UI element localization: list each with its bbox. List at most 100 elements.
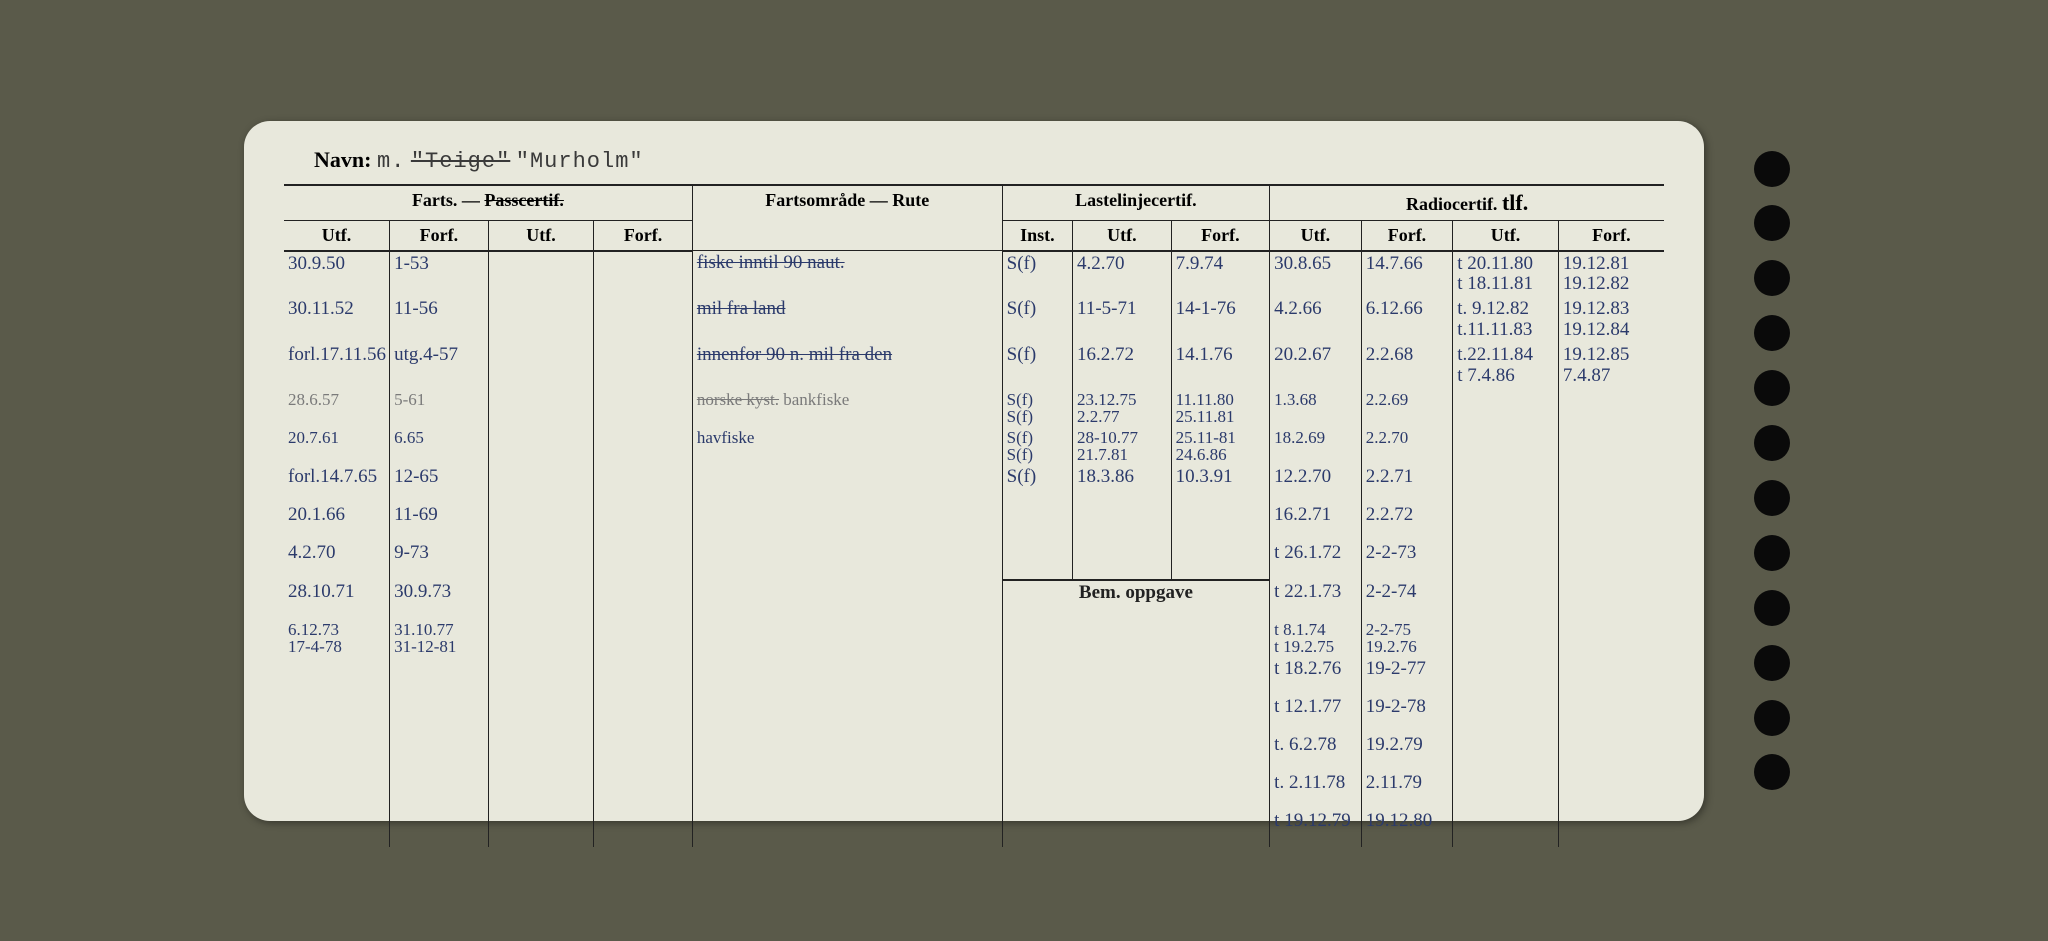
pass-forf	[594, 503, 693, 541]
farts-utf: forl.17.11.56	[284, 343, 390, 389]
radio-utf: 4.2.66	[1270, 297, 1362, 343]
radio-forf: 2.2.72	[1361, 503, 1453, 541]
radio-utf: 18.2.69	[1270, 427, 1362, 465]
radio2-utf	[1453, 427, 1559, 465]
radio2-utf	[1453, 503, 1559, 541]
rute-cell: mil fra land	[692, 297, 1002, 343]
farts-utf: 28.10.71	[284, 580, 390, 619]
radio-forf: 19-2-77	[1361, 657, 1453, 695]
pass-forf	[594, 733, 693, 771]
radio2-utf	[1453, 389, 1559, 427]
farts-forf: 12-65	[390, 465, 489, 503]
pass-forf	[594, 389, 693, 427]
farts-utf: 20.7.61	[284, 427, 390, 465]
radio2-forf	[1558, 389, 1664, 427]
radio2-forf	[1558, 427, 1664, 465]
radio2-forf	[1558, 809, 1664, 847]
laste-forf: 14.1.76	[1171, 343, 1270, 389]
radio-utf: 16.2.71	[1270, 503, 1362, 541]
radio-forf: 2.2.68	[1361, 343, 1453, 389]
radio2-forf: 19.12.8319.12.84	[1558, 297, 1664, 343]
laste-utf: 18.3.86	[1073, 465, 1172, 503]
col-lastelinje: Lastelinjecertif.	[1002, 186, 1270, 221]
table-row: 30.11.5211-56mil fra landS(f)11-5-7114-1…	[284, 297, 1664, 343]
col-utf: Utf.	[1073, 220, 1172, 251]
name-prefix: m.	[377, 149, 405, 174]
pass-utf	[488, 657, 594, 695]
farts-utf: forl.14.7.65	[284, 465, 390, 503]
radio2-utf: t.22.11.84t 7.4.86	[1453, 343, 1559, 389]
farts-utf: 6.12.7317-4-78	[284, 619, 390, 657]
inst: S(f)	[1002, 251, 1072, 298]
laste-forf	[1171, 541, 1270, 580]
table-row: 20.1.6611-6916.2.712.2.72	[284, 503, 1664, 541]
laste-forf: 25.11-8124.6.86	[1171, 427, 1270, 465]
pass-utf	[488, 427, 594, 465]
bem-label: Bem. oppgave	[1002, 580, 1270, 619]
pass-forf	[594, 465, 693, 503]
farts-utf	[284, 771, 390, 809]
rute-cell	[692, 771, 1002, 809]
pass-utf	[488, 695, 594, 733]
rute-cell	[692, 503, 1002, 541]
radio-utf: t 8.1.74t 19.2.75	[1270, 619, 1362, 657]
inst: S(f)S(f)	[1002, 427, 1072, 465]
col-utf: Utf.	[1453, 220, 1559, 251]
radio-utf: 12.2.70	[1270, 465, 1362, 503]
radio2-forf	[1558, 657, 1664, 695]
pass-utf	[488, 809, 594, 847]
pass-utf	[488, 733, 594, 771]
col-inst: Inst.	[1002, 220, 1072, 251]
radio-utf: t 22.1.73	[1270, 580, 1362, 619]
pass-utf	[488, 771, 594, 809]
bem-area	[1002, 657, 1270, 695]
radio-forf: 2.2.70	[1361, 427, 1453, 465]
laste-utf: 23.12.752.2.77	[1073, 389, 1172, 427]
radio-utf: t. 6.2.78	[1270, 733, 1362, 771]
laste-utf	[1073, 541, 1172, 580]
laste-forf: 7.9.74	[1171, 251, 1270, 298]
radio2-utf	[1453, 541, 1559, 580]
pass-forf	[594, 297, 693, 343]
laste-forf: 11.11.8025.11.81	[1171, 389, 1270, 427]
table-row: forl.14.7.6512-65S(f)18.3.8610.3.9112.2.…	[284, 465, 1664, 503]
bem-area	[1002, 771, 1270, 809]
farts-forf: 9-73	[390, 541, 489, 580]
pass-utf	[488, 580, 594, 619]
radio-forf: 19.2.79	[1361, 733, 1453, 771]
laste-forf: 14-1-76	[1171, 297, 1270, 343]
table-row: 30.9.501-53fiske inntil 90 naut.S(f)4.2.…	[284, 251, 1664, 298]
pass-forf	[594, 580, 693, 619]
radio2-forf	[1558, 465, 1664, 503]
col-utf: Utf.	[488, 220, 594, 251]
farts-forf	[390, 733, 489, 771]
radio2-utf	[1453, 771, 1559, 809]
registry-card: Navn: m. "Teige" "Murholm" Farts. — Pass…	[244, 121, 1704, 821]
pass-utf	[488, 619, 594, 657]
laste-utf	[1073, 503, 1172, 541]
table-row: 28.10.7130.9.73Bem. oppgavet 22.1.732-2-…	[284, 580, 1664, 619]
inst: S(f)	[1002, 297, 1072, 343]
pass-forf	[594, 809, 693, 847]
radio2-forf: 19.12.8119.12.82	[1558, 251, 1664, 298]
farts-forf: 11-69	[390, 503, 489, 541]
farts-utf: 30.9.50	[284, 251, 390, 298]
farts-forf: 31.10.7731-12-81	[390, 619, 489, 657]
col-forf: Forf.	[390, 220, 489, 251]
pass-utf	[488, 465, 594, 503]
pass-utf	[488, 541, 594, 580]
radio-utf: t. 2.11.78	[1270, 771, 1362, 809]
pass-forf	[594, 541, 693, 580]
pass-forf	[594, 771, 693, 809]
name-label: Navn:	[314, 147, 371, 172]
name-current: "Murholm"	[516, 149, 644, 174]
laste-forf: 10.3.91	[1171, 465, 1270, 503]
radio2-forf	[1558, 541, 1664, 580]
rute-cell	[692, 695, 1002, 733]
laste-utf: 11-5-71	[1073, 297, 1172, 343]
radio-utf: 20.2.67	[1270, 343, 1362, 389]
inst: S(f)S(f)	[1002, 389, 1072, 427]
radio2-utf: t 20.11.80t 18.11.81	[1453, 251, 1559, 298]
radio2-utf	[1453, 809, 1559, 847]
farts-forf: 30.9.73	[390, 580, 489, 619]
